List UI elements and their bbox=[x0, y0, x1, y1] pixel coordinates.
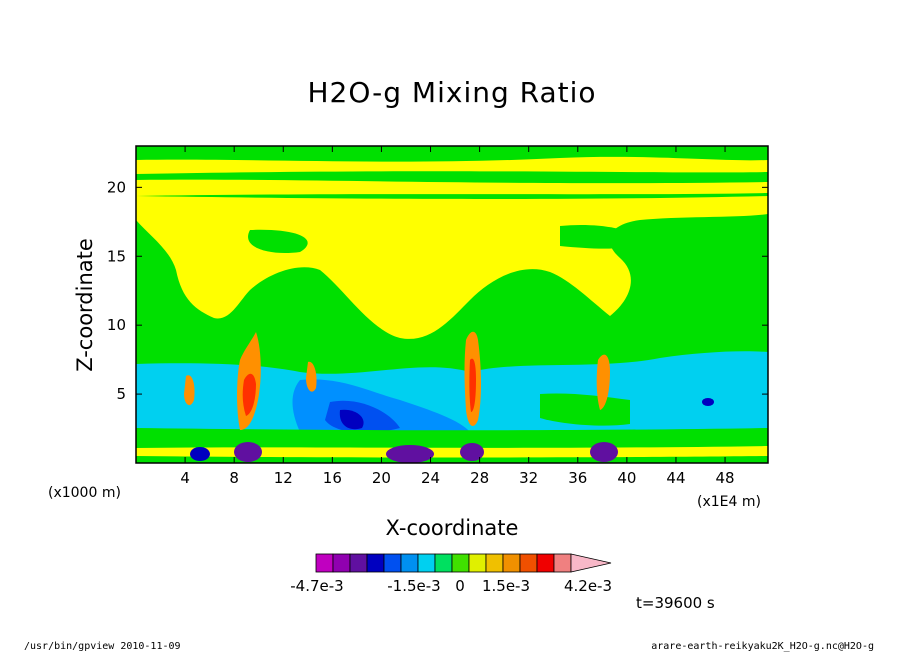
y-axis-label: Z-coordinate bbox=[73, 238, 97, 372]
colorbar-arrow bbox=[570, 553, 612, 573]
colorbar bbox=[315, 553, 612, 573]
x-tick-label: 12 bbox=[274, 469, 293, 487]
x-unit-right: (x1E4 m) bbox=[697, 494, 761, 510]
colorbar-label: 0 bbox=[455, 577, 465, 595]
x-axis-label: X-coordinate bbox=[386, 516, 519, 540]
y-tick-label: 15 bbox=[107, 247, 126, 265]
x-tick-label: 24 bbox=[421, 469, 440, 487]
colorbar-label: -1.5e-3 bbox=[387, 577, 440, 595]
x-tick-label: 36 bbox=[568, 469, 587, 487]
colorbar-swatch bbox=[468, 553, 487, 573]
x-tick-label: 40 bbox=[617, 469, 636, 487]
x-tick-label: 16 bbox=[323, 469, 342, 487]
colorbar-swatch bbox=[553, 553, 572, 573]
x-tick-label: 44 bbox=[666, 469, 685, 487]
x-tick-label: 20 bbox=[372, 469, 391, 487]
y-tick-label: 10 bbox=[107, 316, 126, 334]
colorbar-swatch bbox=[434, 553, 453, 573]
colorbar-swatch bbox=[349, 553, 368, 573]
colorbar-label: 1.5e-3 bbox=[482, 577, 530, 595]
colorbar-swatch bbox=[332, 553, 351, 573]
colorbar-swatch bbox=[536, 553, 555, 573]
colorbar-swatch bbox=[400, 553, 419, 573]
colorbar-label: -4.7e-3 bbox=[290, 577, 343, 595]
colorbar-swatch bbox=[315, 553, 334, 573]
colorbar-swatch bbox=[451, 553, 470, 573]
colorbar-swatch bbox=[417, 553, 436, 573]
colorbar-swatch bbox=[485, 553, 504, 573]
colorbar-swatch bbox=[366, 553, 385, 573]
y-tick-label: 20 bbox=[107, 178, 126, 196]
contour-field bbox=[136, 146, 768, 463]
chart-title: H2O-g Mixing Ratio bbox=[307, 76, 597, 109]
footer-right: arare-earth-reikyaku2K_H2O-g.nc@H2O-g bbox=[651, 641, 874, 652]
footer-left: /usr/bin/gpview 2010-11-09 bbox=[24, 641, 181, 652]
plot-frame bbox=[135, 145, 769, 464]
x-tick-label: 48 bbox=[716, 469, 735, 487]
x-tick-label: 8 bbox=[229, 469, 239, 487]
colorbar-swatch bbox=[502, 553, 521, 573]
colorbar-swatch bbox=[519, 553, 538, 573]
x-tick-label: 28 bbox=[470, 469, 489, 487]
x-unit-left: (x1000 m) bbox=[48, 485, 121, 501]
x-tick-label: 32 bbox=[519, 469, 538, 487]
time-label: t=39600 s bbox=[636, 594, 715, 612]
colorbar-swatch bbox=[383, 553, 402, 573]
colorbar-labels: -4.7e-3 -1.5e-3 0 1.5e-3 4.2e-3 bbox=[290, 577, 612, 595]
x-ticks: 4 8 12 16 20 24 28 32 36 40 44 48 bbox=[180, 146, 735, 487]
colorbar-label: 4.2e-3 bbox=[564, 577, 612, 595]
x-tick-label: 4 bbox=[180, 469, 190, 487]
y-tick-label: 5 bbox=[116, 385, 126, 403]
y-ticks: 5 10 15 20 bbox=[107, 178, 768, 403]
